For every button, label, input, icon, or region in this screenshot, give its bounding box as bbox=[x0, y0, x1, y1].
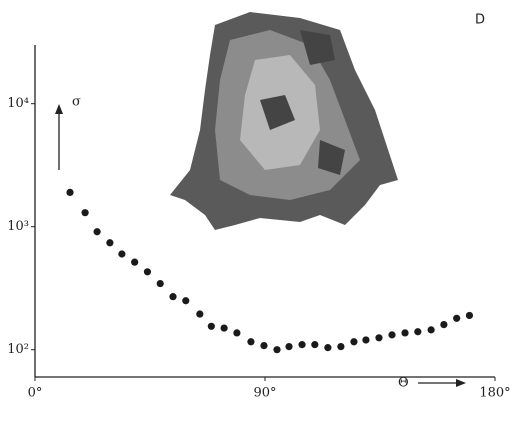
y-axis-label: σ bbox=[72, 95, 81, 110]
data-point bbox=[66, 188, 74, 197]
data-point bbox=[118, 250, 126, 258]
y-arrow-head bbox=[55, 104, 63, 114]
data-point bbox=[311, 341, 319, 349]
data-point bbox=[324, 344, 332, 352]
panel-label: D bbox=[475, 13, 485, 28]
data-point bbox=[465, 311, 474, 320]
x-tick-label: 90° bbox=[253, 386, 276, 401]
data-point bbox=[260, 341, 268, 350]
x-arrow-head bbox=[456, 379, 466, 387]
data-point bbox=[273, 346, 281, 354]
data-point bbox=[414, 328, 422, 336]
data-point bbox=[169, 293, 177, 301]
data-point bbox=[81, 209, 89, 217]
y-tick-label: 10³ bbox=[7, 219, 29, 234]
data-point bbox=[440, 321, 448, 329]
data-point bbox=[247, 338, 255, 346]
data-point bbox=[220, 324, 228, 332]
data-point bbox=[375, 334, 383, 342]
data-point bbox=[182, 297, 190, 305]
data-point bbox=[156, 279, 164, 288]
data-point bbox=[196, 310, 204, 318]
data-point bbox=[93, 228, 101, 236]
x-tick-label: 0° bbox=[28, 386, 43, 401]
data-point bbox=[298, 341, 306, 349]
x-axis-label: Θ bbox=[398, 376, 409, 391]
data-point bbox=[453, 314, 461, 322]
data-point bbox=[106, 239, 114, 247]
data-point bbox=[285, 342, 293, 351]
data-point bbox=[131, 258, 139, 266]
x-tick-label: 180° bbox=[479, 386, 510, 401]
data-point bbox=[207, 322, 215, 330]
y-tick-label: 10⁴ bbox=[7, 96, 29, 111]
data-point bbox=[362, 336, 370, 344]
y-tick-label: 10² bbox=[7, 342, 29, 357]
particle-image bbox=[170, 12, 398, 230]
data-point bbox=[401, 329, 409, 337]
data-point bbox=[388, 331, 396, 339]
data-point bbox=[233, 329, 241, 337]
data-point bbox=[143, 268, 152, 276]
data-point bbox=[427, 326, 435, 334]
data-point bbox=[350, 338, 358, 346]
particle-shadow bbox=[260, 30, 345, 175]
data-point bbox=[337, 342, 345, 351]
